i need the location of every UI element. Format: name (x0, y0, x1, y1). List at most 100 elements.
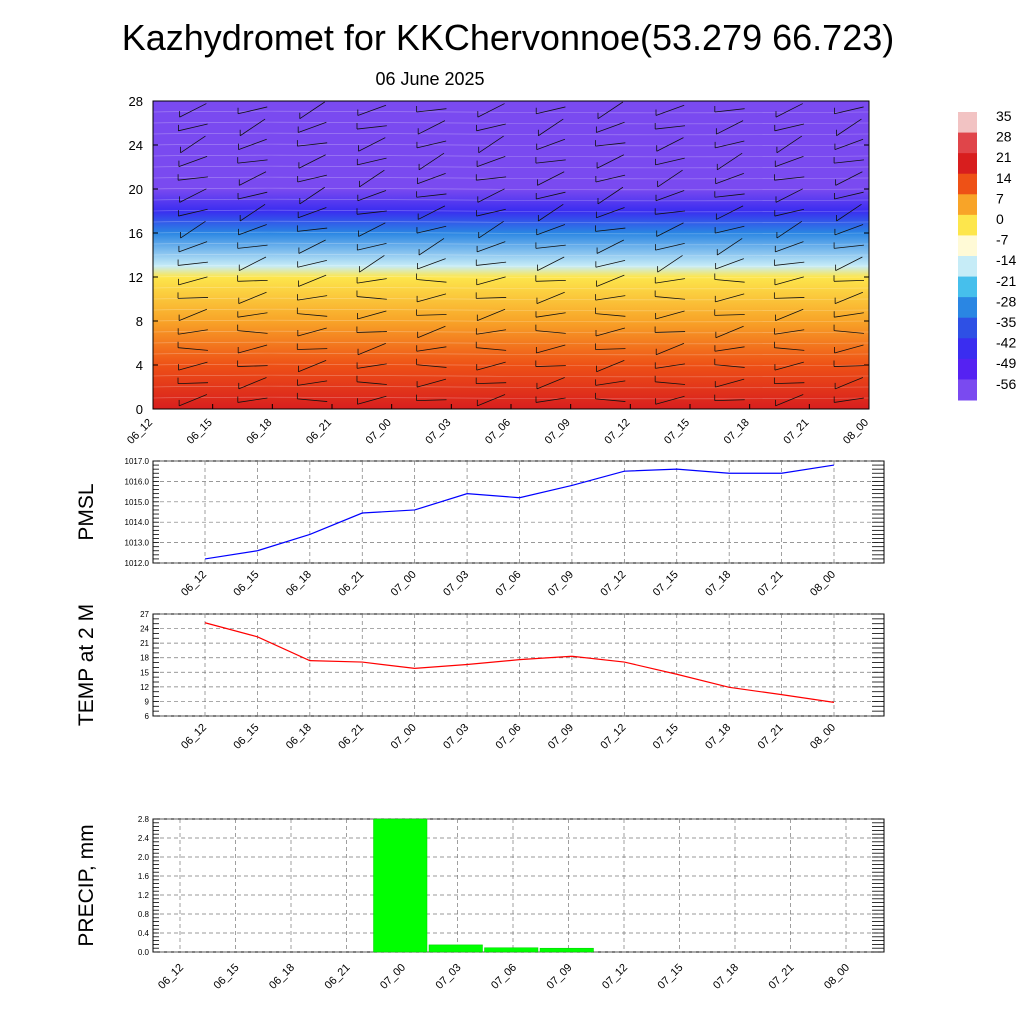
wind-barb (476, 241, 506, 253)
wind-barb (297, 327, 327, 337)
colorbar-swatch (958, 256, 977, 278)
x-tick-label: 07_06 (483, 417, 513, 447)
wind-barb (834, 291, 864, 304)
precip-bar (539, 947, 594, 953)
wind-barb (238, 224, 267, 236)
x-tick-label: 07_00 (378, 962, 408, 992)
series-line (204, 622, 835, 703)
x-tick-label: 07_06 (494, 569, 524, 599)
wind-barb (597, 186, 624, 205)
wind-barb (774, 155, 804, 168)
wind-barb (297, 274, 327, 287)
y-tick-label: 1012.0 (125, 559, 150, 568)
y-tick-label: 1.6 (138, 872, 150, 881)
x-tick-label: 06_18 (284, 569, 314, 599)
wind-barb (535, 275, 566, 282)
wind-barb (774, 208, 805, 217)
wind-barb (537, 256, 565, 271)
wind-barb (237, 106, 268, 115)
x-tick-label: 07_00 (389, 569, 419, 599)
wind-barb (475, 174, 507, 181)
wind-barb (654, 277, 685, 284)
wind-barb (177, 341, 208, 351)
wind-barb (536, 291, 565, 304)
panel-frame (152, 460, 885, 564)
wind-barb (536, 138, 566, 150)
wind-barb (654, 375, 686, 385)
contour-line (152, 286, 870, 290)
wind-barb (177, 259, 208, 266)
wind-barb (239, 118, 266, 137)
x-tick-label: 07_18 (703, 722, 733, 752)
colorbar-label: -7 (996, 232, 1009, 248)
wind-barb (595, 307, 626, 317)
wind-barb (595, 392, 626, 402)
wind-barb (180, 221, 206, 239)
wind-barb (358, 137, 386, 152)
wind-barb (238, 138, 267, 150)
contour-line (152, 187, 870, 191)
colorbar-label: 7 (996, 190, 1004, 206)
wind-barb (536, 224, 566, 236)
wind-barb (357, 342, 386, 356)
x-tick-label: 07_21 (756, 722, 786, 752)
y-tick-label: 2.4 (138, 834, 150, 843)
wind-barb (356, 362, 387, 369)
wind-barb (416, 309, 447, 316)
contour-line (152, 198, 870, 202)
wind-barb (654, 208, 686, 215)
wind-barb (237, 242, 268, 249)
wind-barb (177, 174, 208, 181)
wind-barb (178, 241, 208, 253)
colorbar-swatch (958, 317, 977, 339)
colorbar-label: -49 (996, 355, 1016, 371)
precip-bar (484, 947, 539, 953)
y-tick-label: 0.0 (138, 948, 150, 957)
wind-barb (714, 345, 745, 352)
wind-barb (416, 191, 447, 198)
wind-barb (714, 293, 745, 303)
wind-barb (356, 277, 387, 284)
wind-barb (833, 360, 865, 367)
wind-barb (833, 191, 864, 200)
colorbar-label: 28 (996, 129, 1012, 145)
x-tick-label: 07_15 (651, 722, 681, 752)
wind-barb (774, 276, 804, 286)
y-tick-label: 16 (129, 226, 143, 241)
y-tick-label: 21 (140, 639, 149, 648)
wind-barb (595, 294, 626, 301)
x-tick-label: 07_12 (600, 962, 630, 992)
y-tick-label: 0 (136, 402, 143, 417)
wind-barb (416, 225, 447, 234)
precipitation-panel: 0.0 0.4 0.8 1.2 1.6 2.0 2.4 2.8 06_12 06_15 06_18 0… (75, 815, 885, 992)
wind-barb (238, 256, 267, 271)
y-tick-label: 1016.0 (125, 477, 150, 486)
contour-line (152, 220, 870, 224)
x-tick-label: 07_21 (767, 962, 797, 992)
contour-line (152, 297, 870, 301)
contour-line (152, 242, 870, 246)
wind-barb (654, 326, 686, 333)
wind-barb (715, 325, 744, 339)
wind-barb (359, 255, 385, 273)
wind-barb (836, 203, 862, 222)
x-tick-label: 06_12 (156, 962, 186, 992)
contour-line (152, 154, 870, 158)
wind-barb (418, 152, 445, 171)
y-tick-label: 9 (145, 697, 150, 706)
wind-barb (834, 377, 864, 390)
panel-frame (152, 818, 885, 953)
colorbar-label: -14 (996, 252, 1016, 268)
y-axis-label: PRECIP, mm (75, 824, 98, 946)
wind-barb (477, 188, 505, 203)
contour-line (152, 209, 870, 213)
colorbar-swatch (958, 276, 977, 298)
x-tick-label: 07_21 (781, 417, 811, 447)
chart-subtitle: 06 June 2025 (375, 69, 484, 89)
wind-barb (535, 106, 566, 115)
contour-line (152, 341, 870, 345)
x-tick-label: 07_03 (441, 722, 471, 752)
wind-barb (237, 360, 268, 367)
wind-barb (297, 121, 327, 133)
